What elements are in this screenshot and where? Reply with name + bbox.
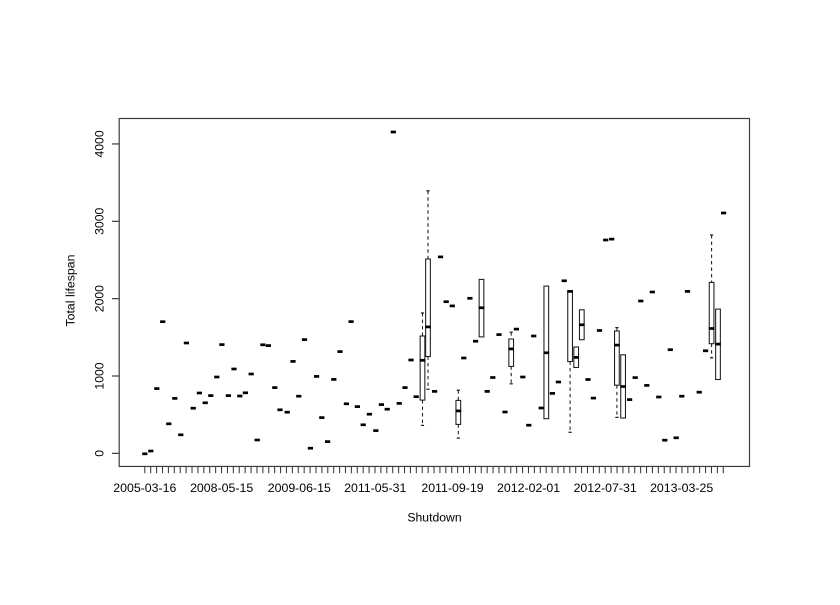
svg-text:2011-09-19: 2011-09-19 <box>421 481 483 495</box>
svg-text:2000: 2000 <box>92 285 106 312</box>
svg-text:2011-05-31: 2011-05-31 <box>344 481 406 495</box>
svg-text:2013-03-25: 2013-03-25 <box>650 481 713 495</box>
svg-text:0: 0 <box>92 450 106 457</box>
svg-text:2005-03-16: 2005-03-16 <box>113 481 176 495</box>
svg-text:Shutdown: Shutdown <box>407 510 461 524</box>
svg-text:2012-07-31: 2012-07-31 <box>574 481 637 495</box>
svg-text:1000: 1000 <box>92 362 106 389</box>
svg-text:2008-05-15: 2008-05-15 <box>190 481 253 495</box>
svg-text:2009-06-15: 2009-06-15 <box>268 481 331 495</box>
svg-text:2012-02-01: 2012-02-01 <box>497 481 560 495</box>
svg-text:3000: 3000 <box>92 208 106 235</box>
svg-text:4000: 4000 <box>92 130 106 157</box>
svg-text:Total lifespan: Total lifespan <box>64 254 78 326</box>
